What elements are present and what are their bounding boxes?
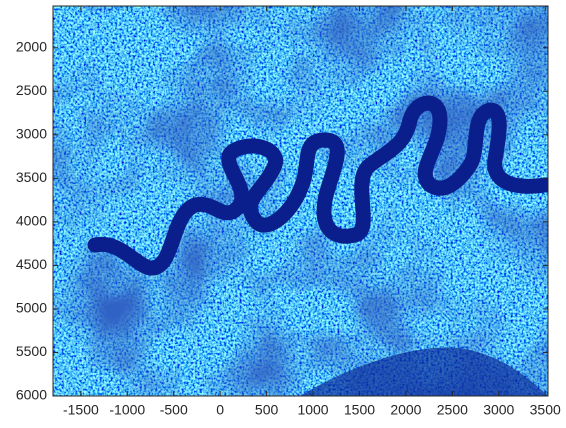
y-tick-label: 6000 xyxy=(16,387,47,403)
y-tick-label: 3500 xyxy=(16,169,47,185)
y-tick-label: 3000 xyxy=(16,126,47,142)
y-tick-label: 2000 xyxy=(16,38,47,54)
x-tick-label: 500 xyxy=(255,402,279,418)
x-tick-label: 2500 xyxy=(437,402,468,418)
x-tick-label: 1500 xyxy=(344,402,375,418)
chart: -1500 -1000 -500 0 500 1000 1500 2000 2500 3000 35… xyxy=(0,0,566,423)
y-tick-label: 5500 xyxy=(16,343,47,359)
x-tick-label: 2000 xyxy=(390,402,421,418)
y-tick-label: 5000 xyxy=(16,300,47,316)
x-tick-label: 0 xyxy=(216,402,224,418)
image xyxy=(53,6,548,396)
y-tick-label: 2500 xyxy=(16,82,47,98)
x-tick-label: 1000 xyxy=(297,402,328,418)
x-tick-label: 3000 xyxy=(483,402,514,418)
x-tick-label: 3500 xyxy=(530,402,561,418)
y-tick-label: 4000 xyxy=(16,213,47,229)
y-tick-label: 4500 xyxy=(16,256,47,272)
page: -1500 -1000 -500 0 500 1000 1500 2000 2500 3000 35… xyxy=(0,0,566,428)
x-tick-label: -1000 xyxy=(109,402,145,418)
x-tick-label: -1500 xyxy=(63,402,99,418)
x-tick-label: -500 xyxy=(160,402,188,418)
